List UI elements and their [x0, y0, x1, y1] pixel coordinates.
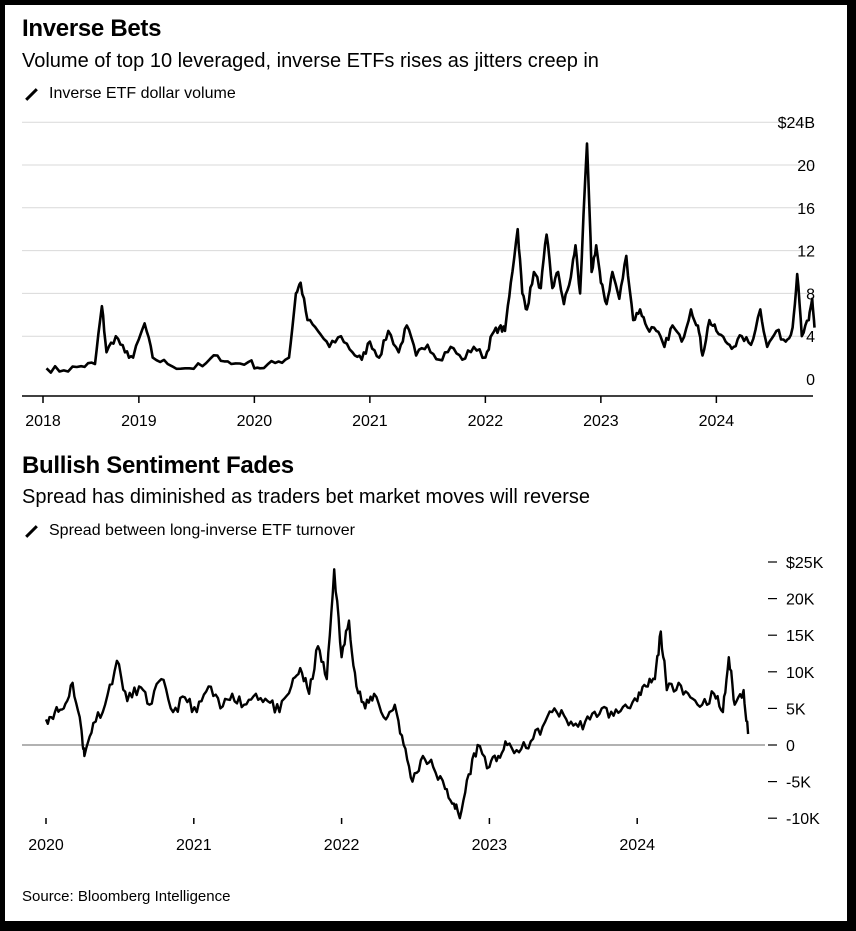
x-tick-label: 2018: [25, 413, 61, 430]
y-tick-label: 15K: [786, 628, 815, 645]
source-note: Source: Bloomberg Intelligence: [22, 888, 231, 905]
chart-1-plot: 0 4 8 12 16 20 $24B 2018 2019 2020 2021 2022 2023 202…: [22, 115, 816, 430]
x-tick-label: 2024: [699, 413, 735, 430]
y-tick-label: -10K: [786, 811, 820, 828]
x-tick-label: 2023: [583, 413, 619, 430]
x-tick-label: 2024: [619, 837, 655, 854]
y-tick-label: $24B: [778, 115, 815, 132]
x-tick-label: 2023: [472, 837, 508, 854]
x-tick-label: 2020: [237, 413, 273, 430]
chart-1-legend-label: Inverse ETF dollar volume: [49, 85, 236, 102]
x-tick-label: 2022: [324, 837, 360, 854]
y-tick-label: 10K: [786, 665, 815, 682]
chart-1-legend: Inverse ETF dollar volume: [24, 85, 236, 103]
chart-2-legend-label: Spread between long-inverse ETF turnover: [49, 522, 355, 539]
y-tick-label: 20: [797, 158, 815, 175]
x-tick-label: 2021: [352, 413, 388, 430]
chart-2-legend: Spread between long-inverse ETF turnover: [24, 522, 355, 540]
chart-2-title: Bullish Sentiment Fades: [22, 452, 294, 479]
chart-1-subtitle: Volume of top 10 leveraged, inverse ETFs…: [22, 50, 599, 72]
chart-figure: Inverse Bets Volume of top 10 leveraged,…: [5, 5, 847, 921]
chart-2-subtitle: Spread has diminished as traders bet mar…: [22, 486, 591, 508]
y-tick-label: 20K: [786, 592, 815, 609]
series-line: [44, 568, 750, 820]
y-tick-label: 8: [806, 286, 815, 303]
x-tick-label: 2022: [468, 413, 504, 430]
y-tick-label: 16: [797, 201, 815, 218]
y-tick-label: 0: [806, 372, 815, 389]
series-line: [45, 142, 816, 374]
y-tick-label: 12: [797, 244, 815, 261]
x-tick-label: 2021: [176, 837, 212, 854]
y-tick-label: 5K: [786, 701, 806, 718]
y-tick-label: 4: [806, 329, 815, 346]
chart-1-title: Inverse Bets: [22, 15, 162, 42]
y-tick-label: $25K: [786, 555, 824, 572]
y-tick-label: -5K: [786, 775, 811, 792]
chart-2-plot: -10K -5K 0 5K 10K 15K 20K $25K 2020 2021 2022 2023 2…: [22, 555, 824, 854]
x-tick-label: 2020: [28, 837, 64, 854]
x-tick-label: 2019: [121, 413, 157, 430]
y-tick-label: 0: [786, 738, 795, 755]
